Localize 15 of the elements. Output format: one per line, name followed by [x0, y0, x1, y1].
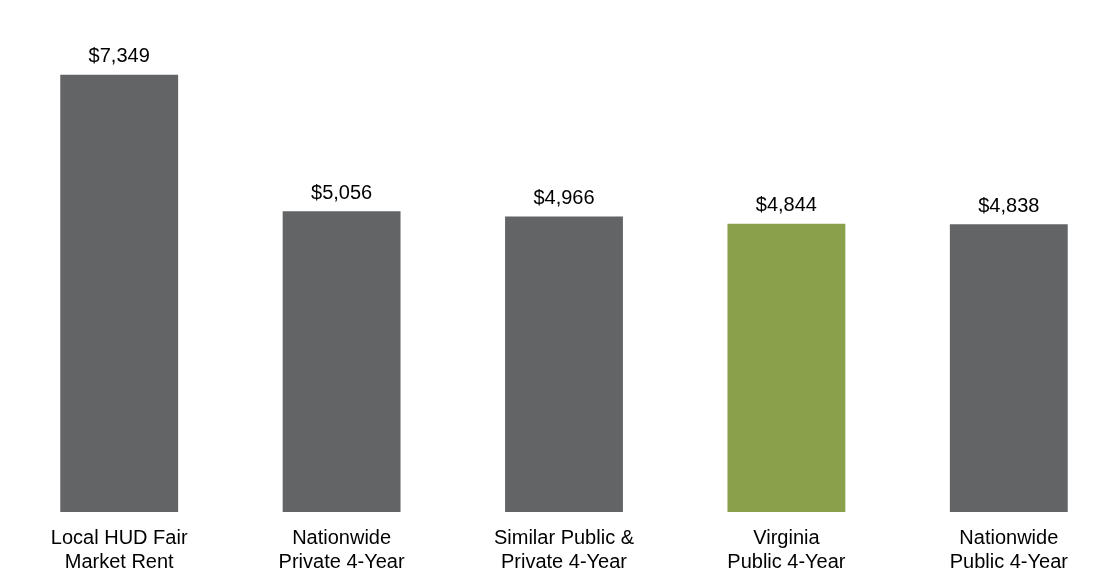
bar [949, 224, 1068, 512]
bar [505, 216, 623, 512]
x-tick-label: Virginia Public 4-Year [727, 525, 846, 572]
data-label: $7,349 [88, 44, 150, 67]
x-tick-label: Local HUD Fair Market Rent [50, 525, 188, 572]
bar [282, 211, 401, 512]
x-tick-label: Similar Public & Private 4-Year [493, 525, 635, 572]
x-tick-label: Nationwide Public 4-Year [949, 525, 1069, 572]
data-label: $4,844 [755, 193, 817, 216]
x-tick-label: Nationwide Private 4-Year [278, 525, 405, 572]
data-label: $4,966 [533, 186, 595, 209]
data-label: $5,056 [311, 180, 373, 203]
data-label: $4,838 [978, 193, 1040, 216]
bar [60, 74, 179, 512]
bar [727, 223, 846, 512]
